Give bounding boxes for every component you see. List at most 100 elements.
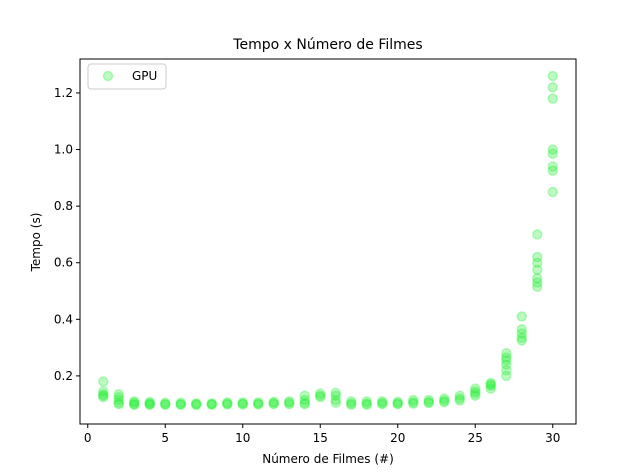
data-point — [532, 229, 543, 240]
data-point — [377, 396, 388, 407]
data-point — [516, 328, 527, 339]
x-tick-label: 10 — [235, 431, 250, 445]
data-point — [268, 398, 279, 410]
data-point — [191, 398, 202, 409]
data-point — [160, 399, 171, 411]
x-tick-label: 15 — [313, 431, 328, 445]
data-point — [299, 398, 310, 410]
data-point — [392, 398, 403, 410]
data-point — [175, 399, 186, 411]
data-point — [268, 396, 279, 408]
data-point — [501, 370, 512, 382]
y-axis-label: Tempo (s) — [29, 213, 43, 273]
data-point — [160, 398, 171, 410]
data-point — [501, 352, 512, 363]
data-point — [144, 398, 155, 410]
data-point — [423, 394, 434, 406]
data-point — [237, 399, 248, 410]
data-point — [501, 359, 512, 370]
x-tick-label: 20 — [390, 431, 405, 445]
x-tick-label: 30 — [545, 431, 560, 445]
data-point — [160, 397, 171, 409]
data-point — [516, 323, 527, 335]
data-point — [330, 397, 341, 409]
data-point — [206, 399, 217, 411]
axes-frame — [79, 58, 577, 425]
data-point — [222, 398, 233, 409]
data-point — [547, 93, 558, 104]
data-point — [454, 393, 465, 404]
data-point — [377, 397, 388, 409]
data-point — [175, 398, 186, 410]
data-point — [98, 389, 109, 400]
data-point — [532, 273, 543, 284]
data-point — [113, 391, 124, 403]
data-point — [470, 388, 481, 399]
legend-entry-gpu: GPU — [132, 69, 157, 83]
data-point — [361, 398, 372, 409]
data-point — [206, 398, 217, 410]
y-tick-label: 0.6 — [54, 256, 73, 270]
data-point — [284, 398, 295, 410]
data-point — [144, 399, 155, 411]
data-points — [98, 70, 558, 411]
data-point — [315, 390, 326, 401]
data-point — [315, 388, 326, 399]
data-point — [268, 397, 279, 409]
data-point — [470, 383, 481, 394]
data-point — [330, 390, 341, 401]
y-tick-label: 0.8 — [54, 199, 73, 213]
data-point — [299, 390, 310, 401]
data-point — [98, 386, 109, 397]
data-point — [408, 396, 419, 408]
data-point — [547, 165, 558, 177]
plot-area — [79, 58, 577, 425]
data-point — [532, 277, 543, 288]
data-point — [547, 82, 558, 93]
data-point — [98, 391, 109, 403]
legend-box — [87, 63, 167, 90]
data-point — [222, 399, 233, 410]
data-point — [516, 335, 527, 346]
data-point — [470, 386, 481, 397]
data-point — [361, 399, 372, 411]
data-point — [423, 396, 434, 408]
data-point — [485, 379, 496, 390]
data-point — [237, 398, 248, 409]
y-tick-label: 0.2 — [54, 369, 73, 383]
data-point — [129, 399, 140, 411]
data-point — [485, 380, 496, 392]
data-point — [237, 397, 248, 408]
data-point — [485, 377, 496, 389]
y-axis-ticks: 0.2 0.4 0.6 0.8 1.0 1.2 — [54, 86, 80, 383]
data-point — [532, 281, 543, 293]
data-point — [423, 397, 434, 409]
data-point — [144, 396, 155, 408]
data-point — [547, 148, 558, 160]
data-point — [253, 399, 264, 410]
legend: GPU — [87, 63, 167, 90]
data-point — [129, 397, 140, 409]
y-tick-label: 0.4 — [54, 312, 73, 326]
x-axis-label: Número de Filmes (#) — [262, 452, 394, 466]
data-point — [547, 186, 558, 198]
data-point — [454, 395, 465, 406]
data-point — [346, 399, 357, 411]
y-tick-label: 1.2 — [54, 86, 73, 100]
data-point — [501, 364, 512, 376]
x-tick-label: 5 — [161, 431, 169, 445]
data-point — [532, 251, 543, 263]
data-point — [547, 70, 558, 82]
data-point — [516, 311, 527, 322]
data-point — [129, 396, 140, 407]
data-point — [485, 383, 496, 394]
data-point — [299, 394, 310, 406]
data-point — [532, 264, 543, 276]
data-point — [129, 398, 140, 410]
data-point — [361, 396, 372, 407]
data-point — [439, 396, 450, 408]
data-point — [392, 396, 403, 408]
data-point — [284, 396, 295, 407]
x-tick-label: 0 — [84, 431, 92, 445]
data-point — [454, 390, 465, 401]
